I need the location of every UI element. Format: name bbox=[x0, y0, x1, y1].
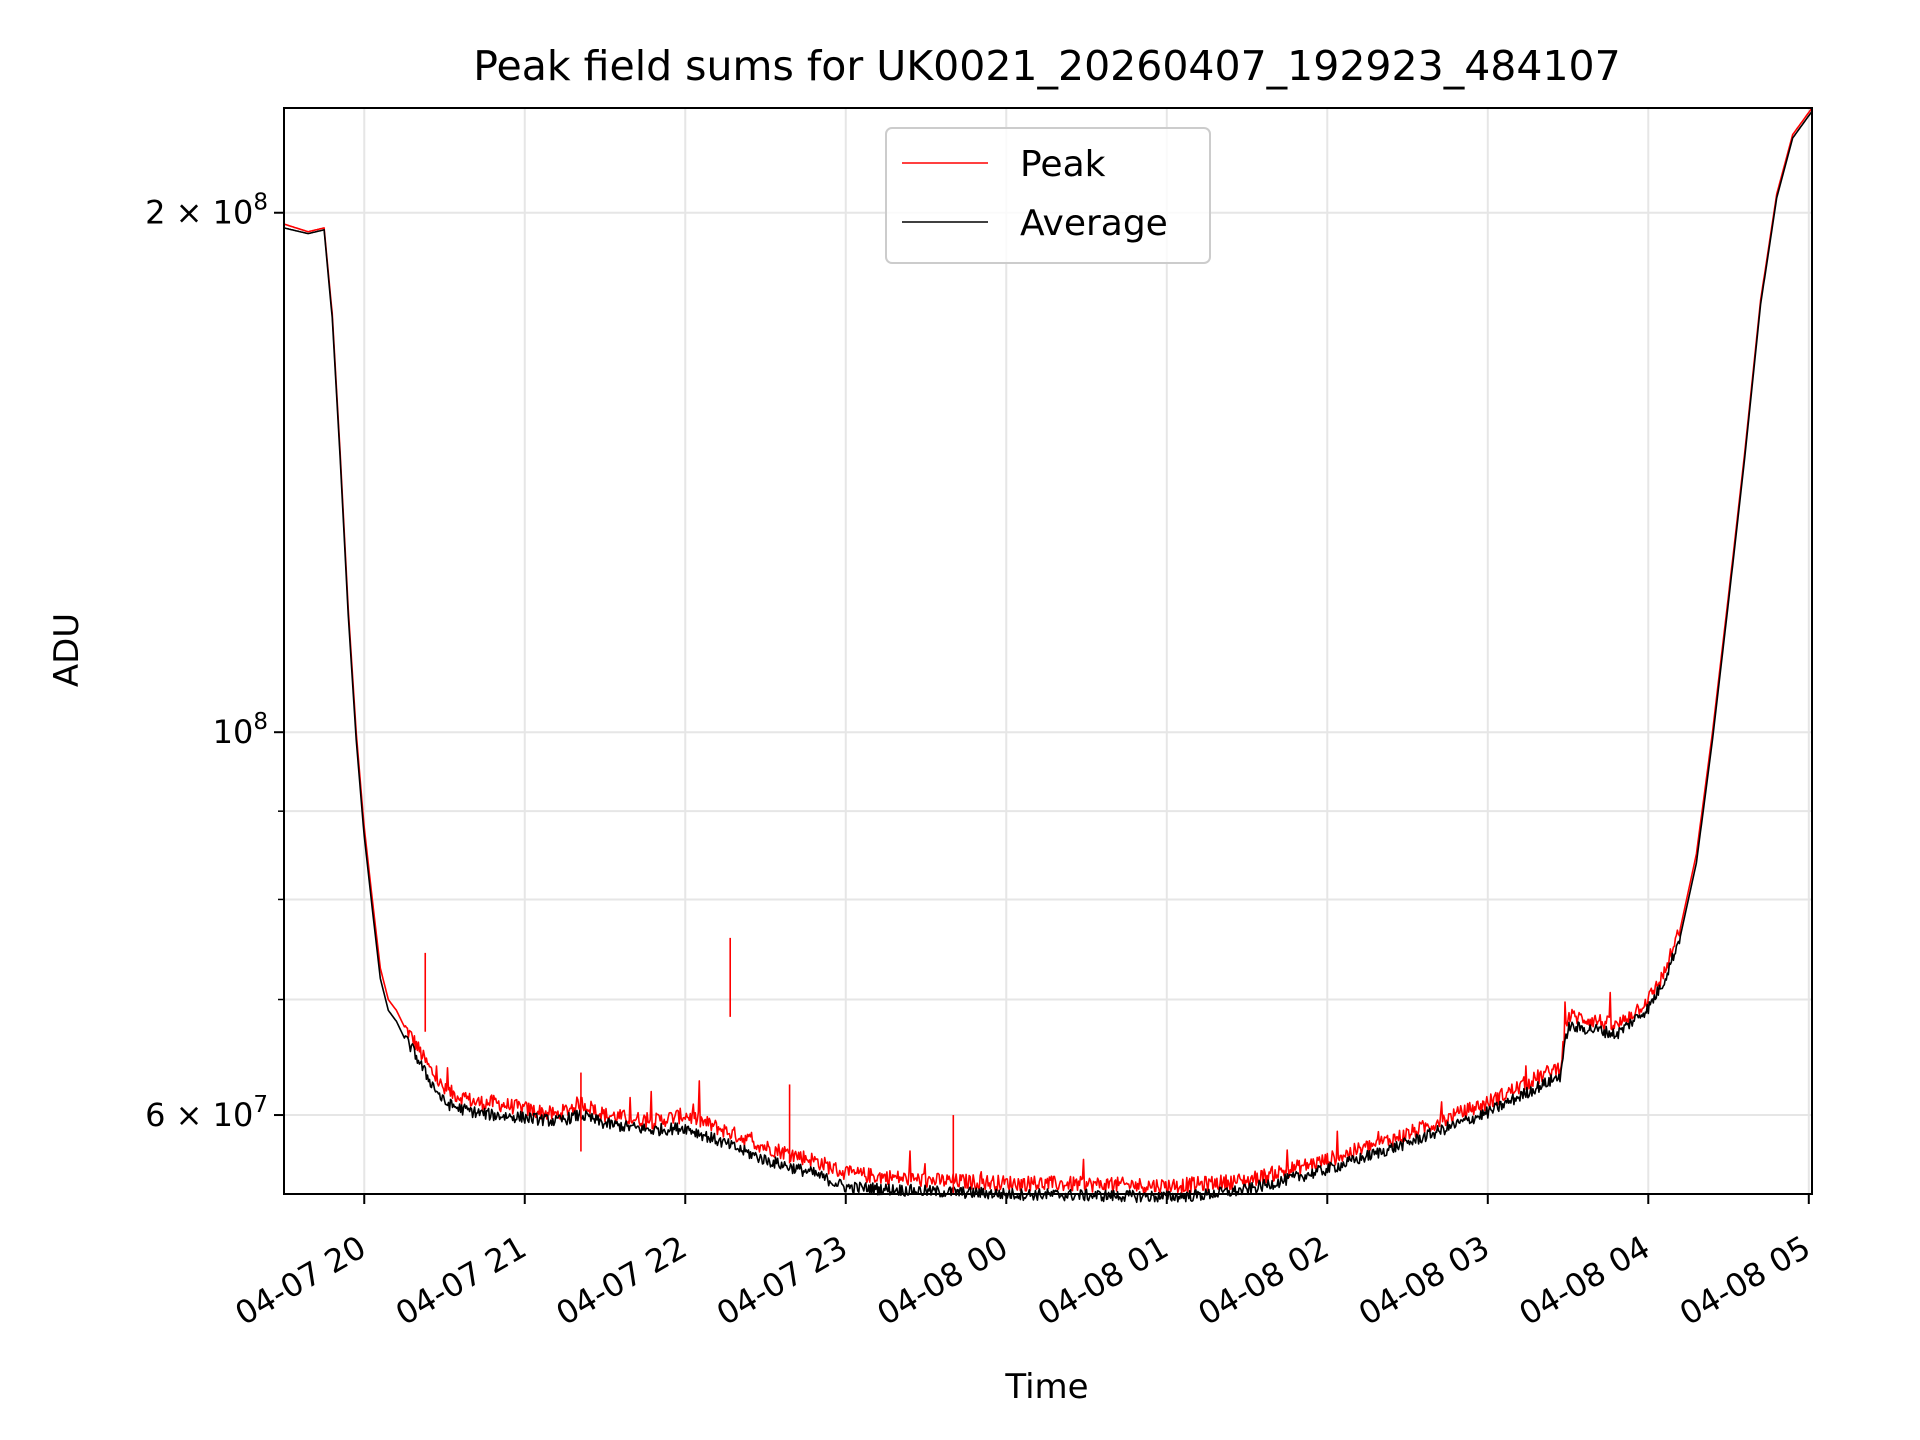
x-axis-label: Time bbox=[1004, 1367, 1088, 1407]
legend-label-peak: Peak bbox=[1020, 144, 1106, 185]
series-layer bbox=[283, 107, 1813, 1204]
legend: Peak Average bbox=[885, 127, 1211, 264]
plot-frame bbox=[283, 107, 1813, 1195]
y-tick-label: 108 bbox=[213, 709, 268, 751]
series-line-peak bbox=[283, 107, 1813, 1195]
y-axis-label: ADU bbox=[47, 613, 87, 687]
legend-box bbox=[885, 127, 1211, 264]
legend-label-average: Average bbox=[1020, 203, 1168, 244]
chart-title: Peak field sums for UK0021_20260407_1929… bbox=[473, 42, 1620, 90]
series-line-average bbox=[283, 110, 1813, 1204]
y-tick-label: 6 × 107 bbox=[145, 1092, 268, 1134]
y-tick-label: 2 × 108 bbox=[145, 190, 268, 232]
